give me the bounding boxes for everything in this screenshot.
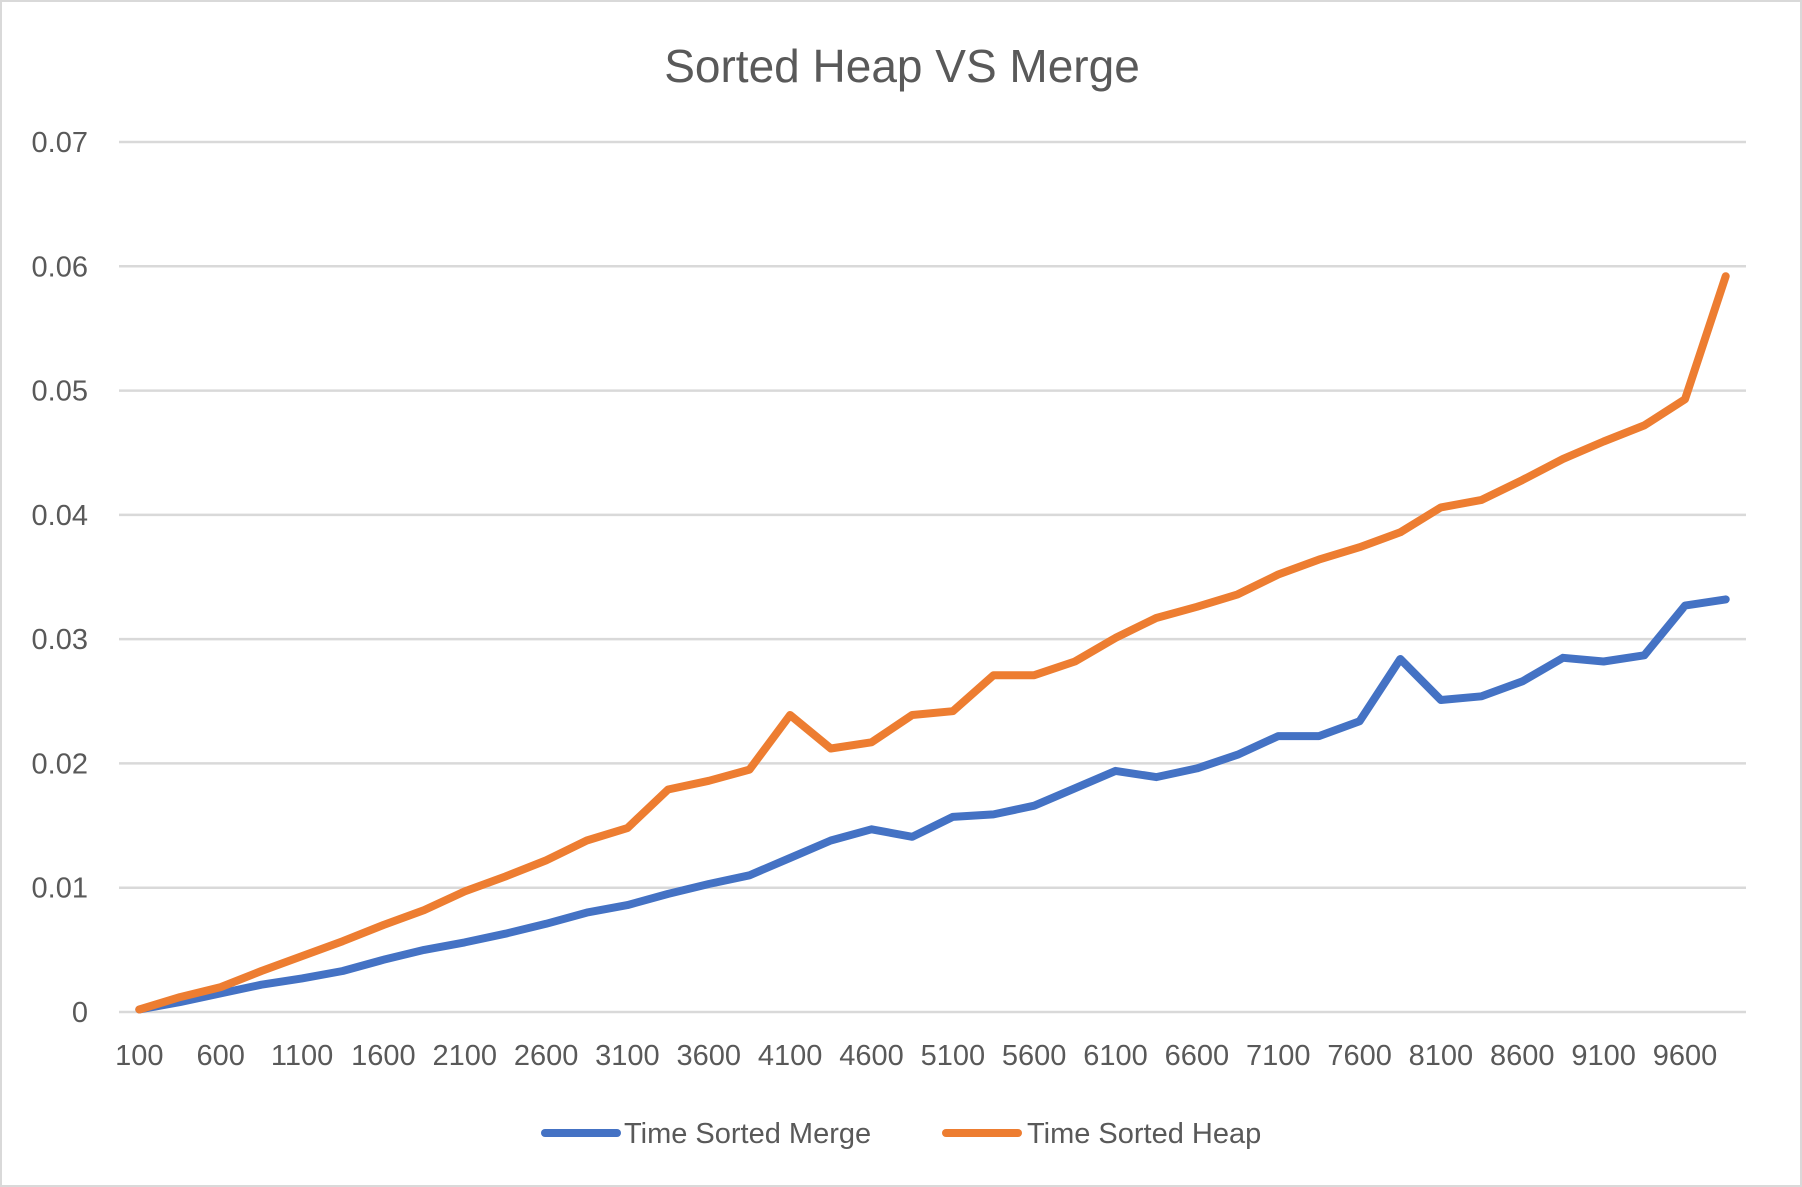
x-tick-label: 9100 — [1571, 1040, 1636, 1072]
x-tick-label: 2100 — [432, 1040, 497, 1072]
x-tick-label: 9600 — [1653, 1040, 1718, 1072]
y-tick-label: 0.07 — [32, 127, 88, 159]
x-tick-label: 5100 — [921, 1040, 986, 1072]
y-tick-label: 0.04 — [32, 500, 88, 532]
series-merge — [135, 595, 1730, 1014]
y-tick-label: 0.05 — [32, 376, 88, 408]
x-tick-label: 6100 — [1083, 1040, 1148, 1072]
x-tick-label: 5600 — [1002, 1040, 1067, 1072]
y-tick-label: 0.02 — [32, 748, 88, 780]
x-tick-label: 100 — [115, 1040, 163, 1072]
legend: Time Sorted Merge Time Sorted Heap — [541, 1118, 1261, 1150]
y-axis-ticks: 0 0.01 0.02 0.03 0.04 0.05 0.06 0.07 — [32, 127, 88, 1029]
x-axis-ticks: 100 600 1100 1600 2100 2600 3100 3600 4100 4600 51… — [115, 1040, 1717, 1072]
gridlines — [119, 140, 1746, 1014]
x-tick-label: 600 — [196, 1040, 244, 1072]
x-tick-label: 6600 — [1165, 1040, 1230, 1072]
x-tick-label: 1600 — [351, 1040, 416, 1072]
series-lines — [135, 272, 1730, 1014]
x-tick-label: 8600 — [1490, 1040, 1555, 1072]
y-tick-label: 0 — [72, 997, 88, 1029]
x-tick-label: 1100 — [271, 1040, 333, 1072]
y-tick-label: 0.03 — [32, 624, 88, 656]
legend-item: Time Sorted Heap — [942, 1118, 1261, 1150]
x-tick-label: 8100 — [1409, 1040, 1474, 1072]
y-tick-label: 0.01 — [32, 873, 88, 905]
y-tick-label: 0.06 — [32, 251, 88, 283]
series-heap — [135, 272, 1730, 1014]
x-tick-label: 4600 — [839, 1040, 904, 1072]
legend-item: Time Sorted Merge — [541, 1118, 871, 1150]
x-tick-label: 7100 — [1246, 1040, 1311, 1072]
x-tick-label: 3100 — [595, 1040, 660, 1072]
chart-title: Sorted Heap VS Merge — [664, 40, 1140, 92]
series-line — [135, 595, 1730, 1014]
series-line — [135, 272, 1730, 1014]
x-tick-label: 3600 — [677, 1040, 742, 1072]
x-tick-label: 4100 — [758, 1040, 823, 1072]
x-tick-label: 7600 — [1327, 1040, 1392, 1072]
legend-label: Time Sorted Heap — [1027, 1118, 1261, 1150]
x-tick-label: 2600 — [514, 1040, 579, 1072]
legend-label: Time Sorted Merge — [624, 1118, 871, 1150]
